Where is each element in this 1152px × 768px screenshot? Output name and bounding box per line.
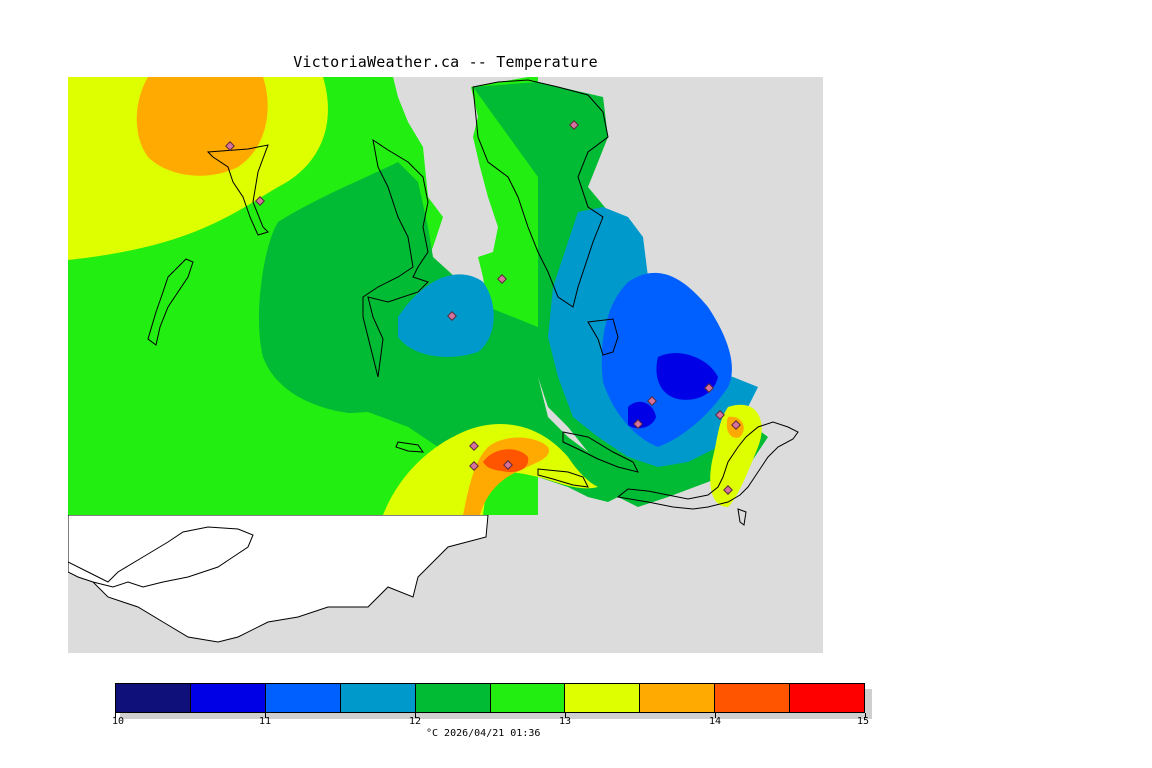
legend-tick-label: 10	[111, 716, 125, 727]
station-marker	[255, 196, 265, 206]
legend-swatch	[490, 684, 566, 712]
legend-swatch	[116, 684, 191, 712]
legend-tick-mark	[115, 713, 116, 718]
legend-tick-mark	[415, 713, 416, 718]
station-marker	[469, 461, 479, 471]
legend-swatch	[715, 684, 791, 712]
legend-footer: °C 2026/04/21 01:36	[426, 728, 541, 739]
station-marker	[723, 485, 733, 495]
legend-tick-label: 14	[708, 716, 722, 727]
station-marker	[633, 419, 643, 429]
station-marker	[225, 141, 235, 151]
legend-tick-mark	[265, 713, 266, 718]
weather-stations[interactable]	[225, 120, 741, 495]
water-channel	[68, 526, 254, 588]
station-marker	[503, 460, 513, 470]
legend-tick-mark	[565, 713, 566, 718]
legend-tick-label: 11	[258, 716, 272, 727]
legend-swatch	[190, 684, 266, 712]
legend-swatch	[640, 684, 716, 712]
station-marker	[704, 383, 714, 393]
station-marker	[497, 274, 507, 284]
station-marker	[731, 420, 741, 430]
station-marker	[647, 396, 657, 406]
station-marker	[715, 410, 725, 420]
station-marker	[447, 311, 457, 321]
temperature-legend	[115, 683, 865, 713]
legend-tick-mark	[865, 713, 866, 718]
legend-tick-label: 12	[408, 716, 422, 727]
legend-swatch	[340, 684, 416, 712]
legend-swatch	[265, 684, 341, 712]
legend-swatch	[565, 684, 641, 712]
legend-tick-label: 13	[558, 716, 572, 727]
temperature-map[interactable]	[68, 77, 823, 653]
temperature-field	[68, 77, 768, 515]
map-title: VictoriaWeather.ca -- Temperature	[293, 53, 598, 71]
coastlines	[147, 79, 799, 526]
legend-color-bar	[115, 683, 865, 713]
station-marker	[569, 120, 579, 130]
legend-tick-mark	[715, 713, 716, 718]
legend-tick-label: 15	[856, 716, 870, 727]
legend-swatch	[790, 684, 865, 712]
legend-swatch	[415, 684, 491, 712]
station-marker	[469, 441, 479, 451]
